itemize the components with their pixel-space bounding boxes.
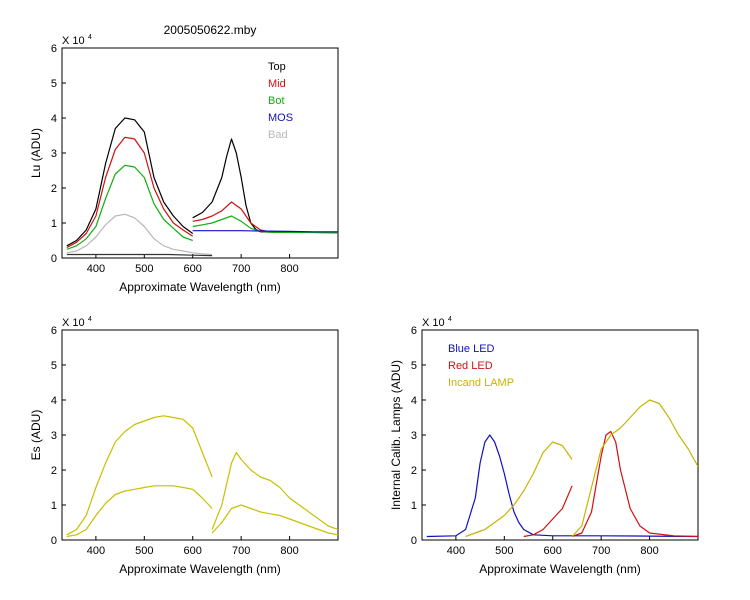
series-line-s0-seg-0 <box>66 415 213 536</box>
y-tick-label: 6 <box>51 43 57 55</box>
x-tick-label: 600 <box>184 263 202 275</box>
y-tick-label: 2 <box>411 465 417 477</box>
series-group <box>66 415 338 538</box>
y-tick-label: 3 <box>51 430 57 442</box>
series-group <box>66 117 338 257</box>
legend-entry: Red LED <box>448 360 493 372</box>
legend-entry: Incand LAMP <box>448 377 514 389</box>
series-line-incand-lamp-seg-0 <box>465 441 573 538</box>
legend-entry: Bot <box>268 95 285 107</box>
x-tick-label: 500 <box>495 545 513 557</box>
y-multiplier-label: X 10 <box>62 317 85 329</box>
x-tick-label: 500 <box>135 263 153 275</box>
series-line-s0-seg-2 <box>211 451 338 531</box>
x-tick-label: 800 <box>640 545 658 557</box>
series-line-bot-seg-1 <box>192 215 338 234</box>
series-line-s0-seg-1 <box>66 485 213 538</box>
plot-frame <box>421 329 699 541</box>
x-tick-label: 700 <box>232 545 250 557</box>
plot-frame <box>61 329 339 541</box>
x-axis-label: Approximate Wavelength (nm) <box>119 562 281 576</box>
y-tick-label: 1 <box>411 500 417 512</box>
series-line-s5-seg-0 <box>66 253 213 257</box>
y-multiplier-exponent: 4 <box>88 316 92 323</box>
legend-entry: MOS <box>268 112 293 124</box>
x-tick-label: 800 <box>280 263 298 275</box>
y-axis-label: Es (ADU) <box>29 410 43 461</box>
legend-entry: Mid <box>268 78 286 90</box>
y-tick-label: 1 <box>51 218 57 230</box>
y-tick-label: 5 <box>411 360 417 372</box>
series-line-incand-lamp-seg-1 <box>571 399 698 537</box>
series-line-bad-seg-0 <box>66 213 213 256</box>
x-axis-label: Approximate Wavelength (nm) <box>119 280 281 294</box>
y-multiplier-label: X 10 <box>62 35 85 47</box>
y-tick-label: 0 <box>51 535 57 547</box>
y-tick-label: 3 <box>51 148 57 160</box>
y-multiplier-label: X 10 <box>422 317 445 329</box>
x-tick-label: 400 <box>447 545 465 557</box>
chart-title: 2005050622.mby <box>164 23 257 37</box>
x-tick-label: 700 <box>592 545 610 557</box>
x-tick-label: 400 <box>87 545 105 557</box>
y-tick-label: 4 <box>51 395 57 407</box>
y-tick-label: 6 <box>411 325 417 337</box>
y-tick-label: 0 <box>51 253 57 265</box>
x-tick-label: 700 <box>232 263 250 275</box>
y-tick-label: 5 <box>51 360 57 372</box>
x-tick-label: 500 <box>135 545 153 557</box>
series-line-red-led-seg-0 <box>523 485 573 538</box>
legend-entry: Blue LED <box>448 343 495 355</box>
series-line-red-led-seg-1 <box>571 430 698 538</box>
x-tick-label: 600 <box>184 545 202 557</box>
y-tick-label: 3 <box>411 430 417 442</box>
y-multiplier-exponent: 4 <box>448 316 452 323</box>
series-group <box>426 399 698 538</box>
x-tick-label: 800 <box>280 545 298 557</box>
y-tick-label: 2 <box>51 183 57 195</box>
series-line-bot-seg-0 <box>66 164 193 250</box>
series-line-mos-seg-0 <box>192 230 338 233</box>
y-tick-label: 5 <box>51 78 57 90</box>
legend-entry: Top <box>268 61 286 73</box>
y-tick-label: 4 <box>411 395 417 407</box>
series-line-s0-seg-3 <box>211 504 338 536</box>
y-multiplier-exponent: 4 <box>88 34 92 41</box>
legend-entry: Bad <box>268 129 288 141</box>
y-tick-label: 2 <box>51 465 57 477</box>
plot-frame <box>61 47 339 259</box>
y-axis-label: Lu (ADU) <box>29 128 43 178</box>
y-tick-label: 1 <box>51 500 57 512</box>
x-axis-label: Approximate Wavelength (nm) <box>479 562 641 576</box>
y-axis-label: Internal Calib. Lamps (ADU) <box>389 360 403 510</box>
series-line-mid-seg-0 <box>66 136 194 249</box>
y-tick-label: 0 <box>411 535 417 547</box>
x-tick-label: 600 <box>544 545 562 557</box>
x-tick-label: 400 <box>87 263 105 275</box>
series-line-top-seg-0 <box>66 117 194 247</box>
y-tick-label: 6 <box>51 325 57 337</box>
series-line-blue-led-seg-0 <box>426 434 698 538</box>
y-tick-label: 4 <box>51 113 57 125</box>
